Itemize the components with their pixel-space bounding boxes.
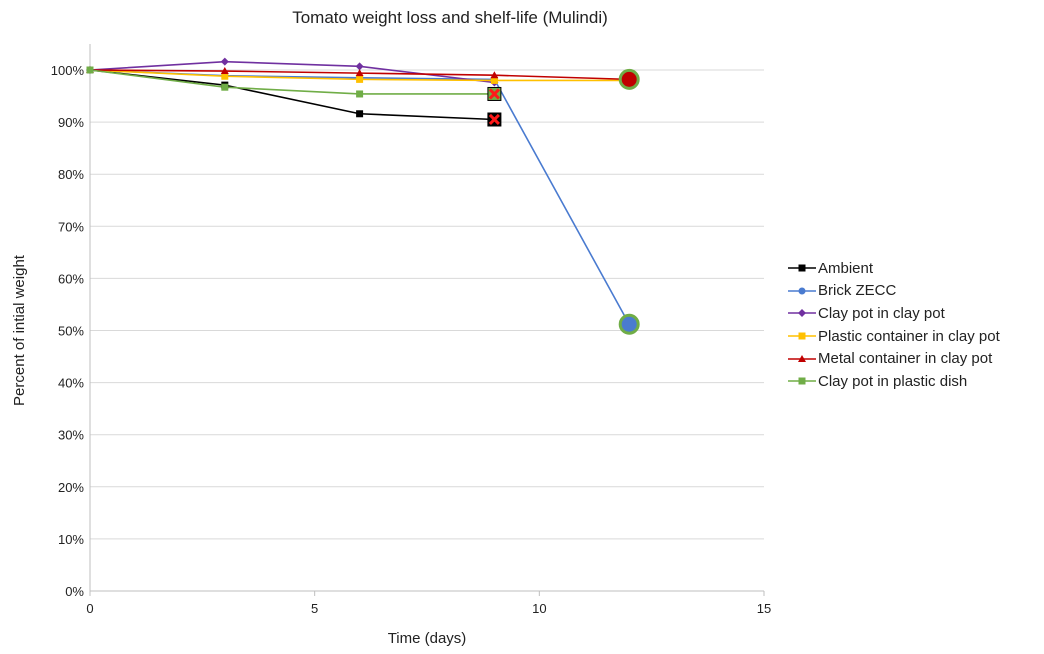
- data-point-square: [86, 66, 94, 74]
- data-point-square: [356, 90, 364, 98]
- data-point-triangle: [798, 354, 806, 362]
- y-tick-label: 30%: [58, 428, 84, 443]
- end-marker-circle: [618, 68, 640, 90]
- legend-label: Ambient: [818, 259, 874, 277]
- data-point-square: [221, 83, 229, 91]
- series-lines: [89, 60, 630, 325]
- x-tick-label: 5: [311, 601, 318, 616]
- end-marker-x-stroke: [488, 88, 500, 100]
- data-point-diamond: [220, 57, 229, 66]
- y-tick-label: 90%: [58, 115, 84, 130]
- series-line: [89, 69, 495, 121]
- x-tick-label: 15: [757, 601, 771, 616]
- data-point-square: [221, 72, 229, 80]
- axes: [89, 44, 765, 596]
- chart-title: Tomato weight loss and shelf-life (Mulin…: [292, 8, 608, 27]
- y-tick-label: 80%: [58, 167, 84, 182]
- data-point-square: [798, 264, 806, 272]
- y-tick-label: 20%: [58, 480, 84, 495]
- data-point-triangle: [355, 69, 364, 77]
- legend-item: Plastic container in clay pot: [788, 325, 1000, 348]
- y-tick-label: 0%: [65, 584, 84, 599]
- legend-swatch: [788, 309, 816, 318]
- legend-label: Brick ZECC: [818, 282, 897, 300]
- legend-label: Plastic container in clay pot: [818, 327, 1000, 345]
- legend-item: Metal container in clay pot: [788, 347, 1000, 370]
- y-tick-label: 70%: [58, 219, 84, 234]
- tick-labels: 0% 10% 20% 30% 40% 50% 60% 70% 80% 90% 100% 0 5 10 15: [51, 63, 771, 616]
- series-line: [89, 69, 630, 325]
- x-tick-label: 10: [532, 601, 546, 616]
- y-tick-label: 10%: [58, 532, 84, 547]
- gridlines: [90, 69, 764, 540]
- data-point-square: [490, 76, 498, 84]
- legend-label: Clay pot in clay pot: [818, 304, 945, 322]
- data-point-circle: [798, 287, 806, 295]
- y-tick-label: 100%: [51, 63, 85, 78]
- legend-swatch: [788, 377, 816, 385]
- data-point-triangle: [220, 67, 229, 75]
- series-line: [89, 69, 495, 95]
- data-point-diamond: [355, 62, 364, 71]
- data-point-triangle: [490, 71, 499, 79]
- legend-label: Metal container in clay pot: [818, 350, 993, 368]
- chart-legend: Ambient Brick ZECC Clay pot in clay pot Pla…: [788, 257, 1000, 393]
- y-tick-label: 60%: [58, 271, 84, 286]
- legend-item: Brick ZECC: [788, 280, 1000, 303]
- x-tick-label: 0: [86, 601, 93, 616]
- legend-item: Clay pot in plastic dish: [788, 370, 1000, 393]
- legend-item: Ambient: [788, 257, 1000, 280]
- data-point-square: [356, 110, 364, 118]
- y-tick-label: 40%: [58, 376, 84, 391]
- legend-swatch: [788, 264, 816, 272]
- legend-label: Clay pot in plastic dish: [818, 372, 968, 390]
- legend-swatch: [788, 354, 816, 362]
- data-point-square: [356, 75, 364, 83]
- series-markers: [86, 57, 640, 335]
- end-marker-x-stroke: [488, 113, 500, 126]
- y-tick-label: 50%: [58, 324, 84, 339]
- end-marker-circle: [618, 313, 640, 335]
- legend-swatch: [788, 332, 816, 340]
- data-point-diamond: [798, 309, 806, 318]
- data-point-square: [798, 332, 806, 340]
- legend-item: Clay pot in clay pot: [788, 302, 1000, 325]
- y-axis-title: Percent of intial weight: [11, 254, 28, 406]
- legend-swatch: [788, 287, 816, 295]
- x-axis-title: Time (days): [388, 630, 467, 647]
- data-point-square: [798, 377, 806, 385]
